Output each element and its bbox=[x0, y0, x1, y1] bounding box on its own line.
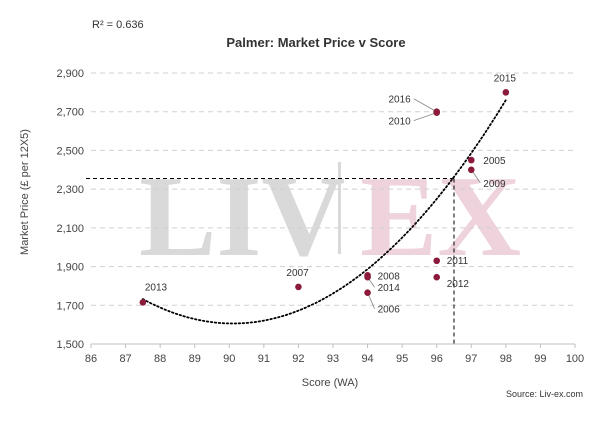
point-label-2007: 2007 bbox=[286, 268, 309, 279]
data-point-2014 bbox=[364, 273, 371, 281]
trendline bbox=[142, 99, 507, 325]
x-tick-label-86: 86 bbox=[85, 353, 97, 365]
x-tick-label-87: 87 bbox=[119, 353, 131, 365]
x-axis-label: Score (WA) bbox=[302, 377, 358, 389]
point-label-2009: 2009 bbox=[483, 179, 506, 190]
x-tick-label-96: 96 bbox=[431, 353, 443, 365]
point-label-2015: 2015 bbox=[494, 73, 517, 84]
reference-lines bbox=[86, 177, 455, 344]
x-tick-label-97: 97 bbox=[465, 353, 477, 365]
point-label-2016: 2016 bbox=[388, 95, 411, 106]
point-label-2014: 2014 bbox=[378, 283, 401, 294]
trendline-path bbox=[142, 99, 507, 325]
point-label-2006: 2006 bbox=[378, 305, 401, 316]
x-tick-label-89: 89 bbox=[189, 353, 201, 365]
data-point-2012 bbox=[433, 273, 441, 281]
x-tick-label-92: 92 bbox=[292, 353, 304, 365]
point-label-2011: 2011 bbox=[447, 256, 469, 267]
x-tick-label-99: 99 bbox=[534, 353, 546, 365]
x-tick-label-93: 93 bbox=[327, 353, 339, 365]
y-tick-label-1700: 1,700 bbox=[56, 300, 84, 312]
x-tick-label-100: 100 bbox=[566, 353, 584, 365]
data-point-2015 bbox=[502, 89, 510, 96]
y-tick-label-1500: 1,500 bbox=[56, 339, 84, 351]
leader-line-2010 bbox=[413, 112, 437, 122]
y-tick-label-2700: 2,700 bbox=[56, 107, 84, 119]
point-label-2010: 2010 bbox=[388, 117, 411, 128]
point-label-2005: 2005 bbox=[483, 156, 506, 167]
watermark: LIV EX bbox=[139, 153, 521, 281]
y-tick-label-2500: 2,500 bbox=[56, 145, 84, 157]
leader-line-2016 bbox=[413, 98, 437, 113]
r-squared-label: R² = 0.636 bbox=[92, 19, 144, 31]
y-tick-label-1900: 1,900 bbox=[56, 262, 84, 274]
y-tick-label-2300: 2,300 bbox=[56, 184, 84, 196]
data-point-2007 bbox=[295, 283, 302, 291]
y-tick-label-2900: 2,900 bbox=[56, 68, 84, 80]
chart-title: Palmer: Market Price v Score bbox=[226, 35, 405, 50]
data-point-2013 bbox=[139, 299, 147, 306]
data-point-2006 bbox=[364, 289, 371, 297]
watermark-divider bbox=[338, 162, 341, 254]
y-axis-label: Market Price (£ per 12X5) bbox=[19, 129, 31, 255]
grid bbox=[90, 72, 576, 348]
y-tick-label-2100: 2,100 bbox=[56, 223, 84, 235]
data-point-2005 bbox=[467, 156, 475, 164]
x-tick-label-91: 91 bbox=[258, 353, 270, 365]
x-tick-label-94: 94 bbox=[361, 353, 373, 365]
watermark-liv: LIV bbox=[139, 153, 345, 281]
data-points bbox=[139, 89, 510, 306]
x-tick-label-88: 88 bbox=[154, 353, 166, 365]
x-tick-label-90: 90 bbox=[223, 353, 235, 365]
point-label-2012: 2012 bbox=[447, 279, 470, 290]
x-tick-label-95: 95 bbox=[396, 353, 408, 365]
data-point-2010 bbox=[433, 109, 441, 116]
point-label-2013: 2013 bbox=[145, 282, 168, 293]
watermark-ex: EX bbox=[360, 153, 521, 281]
point-label-2008: 2008 bbox=[378, 271, 401, 282]
data-point-2011 bbox=[433, 257, 441, 265]
data-point-2009 bbox=[467, 166, 475, 174]
x-tick-label-98: 98 bbox=[500, 353, 512, 365]
tick-labels: 1,500 1,700 1,900 2,100 2,300 2,500 2,700 2,900… bbox=[56, 68, 584, 365]
source-note: Source: Liv-ex.com bbox=[506, 389, 583, 399]
